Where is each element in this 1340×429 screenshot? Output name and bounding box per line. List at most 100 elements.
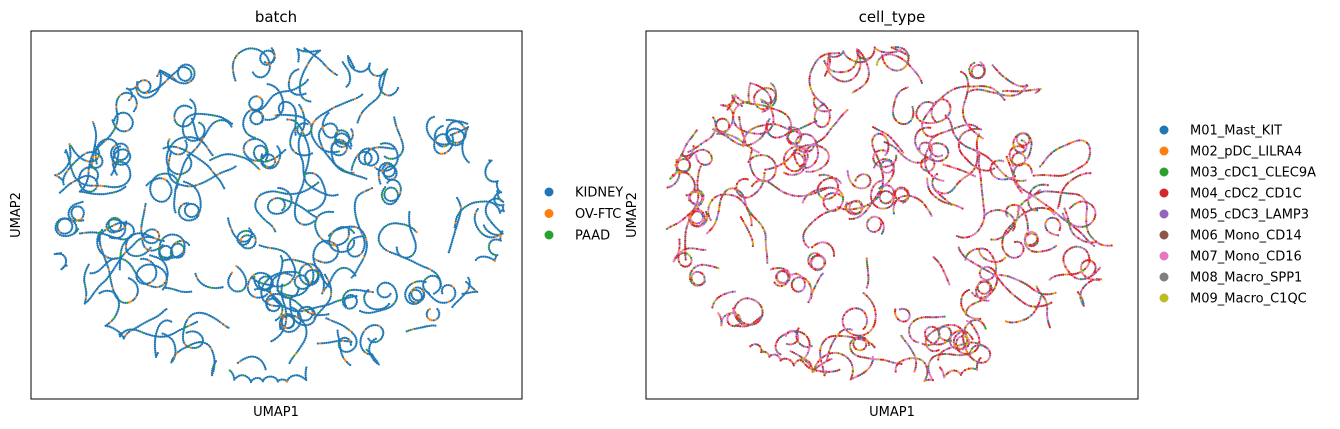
batch-point-2289 (210, 373, 214, 377)
batch-point-380 (255, 165, 258, 168)
batch-point-24 (70, 146, 74, 149)
batch-point-1546 (163, 258, 166, 261)
batch-point-2504 (499, 237, 502, 240)
batch-point-4001 (285, 326, 288, 329)
batch-point-1223 (200, 335, 203, 338)
batch-point-1601 (410, 302, 414, 305)
batch-point-3142 (457, 216, 461, 220)
batch-point-2215 (284, 322, 287, 326)
batch-point-4556 (252, 159, 255, 162)
batch-point-4690 (408, 225, 412, 228)
batch-point-3469 (116, 155, 120, 159)
batch-point-348 (67, 167, 70, 171)
batch-point-4039 (129, 126, 133, 130)
batch-point-2526 (486, 255, 489, 259)
batch-point-342 (62, 179, 65, 182)
batch-point-1828 (314, 49, 318, 53)
batch-point-3235 (173, 77, 176, 81)
batch-point-1375 (307, 323, 310, 326)
batch-point-1985 (374, 337, 377, 340)
batch-point-2863 (280, 249, 284, 252)
batch-point-2653 (110, 217, 113, 220)
batch-point-1297 (209, 177, 213, 180)
batch-point-1382 (313, 312, 316, 315)
batch-point-3686 (461, 148, 464, 151)
batch-point-553 (313, 208, 316, 211)
batch-point-2348 (120, 249, 123, 252)
batch-point-2319 (278, 104, 281, 108)
batch-point-1259 (269, 190, 273, 193)
batch-point-1113 (297, 139, 301, 142)
batch-point-3593 (185, 213, 188, 216)
batch-point-4955 (279, 302, 283, 306)
batch-point-2011 (280, 267, 283, 270)
batch-point-2635 (105, 223, 108, 226)
batch-point-3823 (137, 254, 140, 258)
batch-point-3414 (479, 231, 482, 234)
batch-point-6 (58, 172, 61, 175)
batch-point-2045 (142, 331, 146, 335)
batch-point-1873 (353, 202, 357, 206)
batch-point-2389 (338, 129, 341, 132)
batch-point-3762 (336, 299, 340, 302)
batch-point-2113 (109, 133, 113, 136)
batch-point-2162 (80, 175, 84, 179)
batch-point-4490 (120, 221, 124, 224)
batch-point-2472 (332, 242, 335, 245)
batch-point-4076 (496, 188, 500, 191)
batch-point-4609 (242, 288, 245, 291)
batch-point-4378 (325, 317, 328, 320)
batch-point-1731 (71, 225, 74, 228)
batch-point-3875 (162, 320, 165, 323)
batch-point-1355 (434, 291, 438, 294)
batch-point-2347 (120, 247, 123, 250)
batch-point-4550 (243, 151, 246, 154)
batch-point-1593 (404, 289, 408, 292)
batch-point-2939 (216, 119, 219, 123)
batch-point-1140 (316, 189, 319, 192)
batch-point-1883 (357, 223, 360, 226)
batch-point-4200 (308, 121, 311, 124)
batch-point-4962 (269, 292, 272, 295)
batch-point-3878 (168, 319, 171, 322)
batch-point-2515 (488, 250, 492, 253)
batch-point-3923 (321, 238, 324, 241)
batch-point-1333 (426, 291, 429, 294)
batch-point-2036 (161, 335, 164, 338)
batch-point-4835 (100, 193, 103, 196)
batch-point-3933 (340, 242, 343, 246)
batch-point-369 (101, 159, 104, 162)
batch-point-862 (83, 302, 86, 305)
batch-point-2685 (201, 112, 204, 116)
batch-point-1350 (439, 282, 443, 285)
batch-point-4370 (298, 222, 302, 225)
batch-point-4562 (263, 155, 266, 158)
batch-point-480 (427, 133, 430, 136)
batch-point-3675 (466, 126, 470, 129)
batch-point-4391 (349, 329, 352, 333)
batch-point-311 (368, 339, 371, 342)
batch-point-2846 (290, 279, 293, 282)
batch-point-2849 (293, 274, 296, 277)
batch-point-2621 (123, 231, 126, 234)
batch-point-416 (298, 293, 301, 297)
batch-point-269 (108, 289, 111, 293)
batch-point-1564 (401, 150, 404, 153)
batch-point-4185 (278, 113, 281, 117)
batch-point-2906 (149, 90, 153, 93)
batch-point-3171 (467, 291, 470, 294)
batch-point-647 (371, 290, 374, 294)
batch-point-4875 (309, 283, 312, 287)
batch-point-3569 (180, 216, 183, 219)
batch-point-4071 (494, 180, 497, 183)
batch-point-493 (192, 101, 195, 104)
batch-point-3997 (292, 323, 295, 326)
batch-point-1783 (338, 138, 341, 141)
batch-point-2346 (121, 245, 124, 248)
batch-point-4309 (425, 325, 429, 328)
batch-point-4600 (227, 283, 230, 286)
batch-point-4141 (260, 76, 263, 79)
batch-point-4473 (159, 245, 163, 248)
batch-point-3660 (112, 152, 115, 155)
batch-point-3748 (119, 160, 122, 163)
